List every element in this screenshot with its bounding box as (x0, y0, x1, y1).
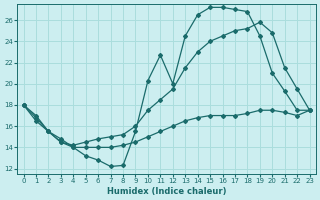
X-axis label: Humidex (Indice chaleur): Humidex (Indice chaleur) (107, 187, 226, 196)
